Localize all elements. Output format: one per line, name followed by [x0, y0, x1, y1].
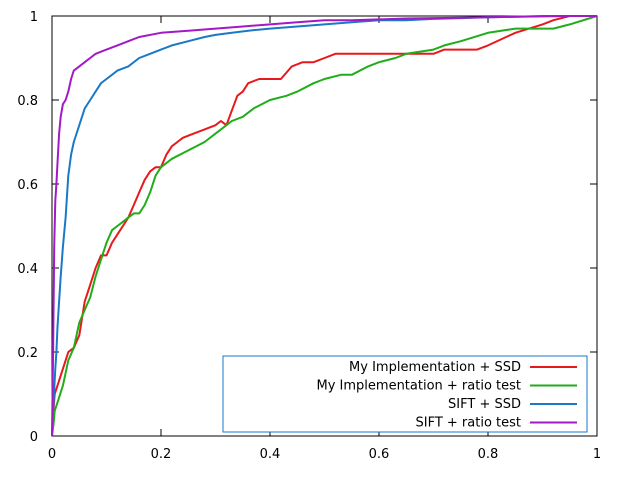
legend: My Implementation + SSD My Implementation…: [222, 355, 588, 433]
y-tick-label: 0.2: [17, 346, 38, 361]
legend-label: My Implementation + ratio test: [317, 379, 522, 394]
x-tick-label: 0.4: [260, 447, 281, 462]
plot-frame: [51, 15, 598, 437]
legend-box: [222, 355, 588, 433]
series-line-3: [51, 15, 597, 437]
x-tick-label: 0: [48, 447, 56, 462]
y-tick-label: 0.8: [17, 94, 38, 109]
series-line-1: [51, 15, 597, 437]
plot-lines: [51, 15, 598, 437]
series-line-4: [51, 15, 597, 437]
legend-label: My Implementation + SSD: [349, 360, 521, 375]
legend-label: SIFT + ratio test: [415, 416, 521, 431]
axes: 0 0.2 0.4 0.6 0.8 1 0 0.2 0.4 0.6 0.8 1: [17, 10, 601, 462]
x-tick-label: 0.6: [369, 447, 390, 462]
y-tick-label: 0.6: [17, 178, 38, 193]
x-tick-label: 0.8: [478, 447, 499, 462]
y-tick-label: 0: [30, 430, 38, 445]
x-tick-label: 1: [593, 447, 601, 462]
y-tick-label: 1: [30, 10, 38, 25]
y-tick-label: 0.4: [17, 262, 38, 277]
legend-label: SIFT + SSD: [448, 397, 521, 412]
x-tick-label: 0.2: [151, 447, 172, 462]
series-line-2: [51, 15, 598, 437]
